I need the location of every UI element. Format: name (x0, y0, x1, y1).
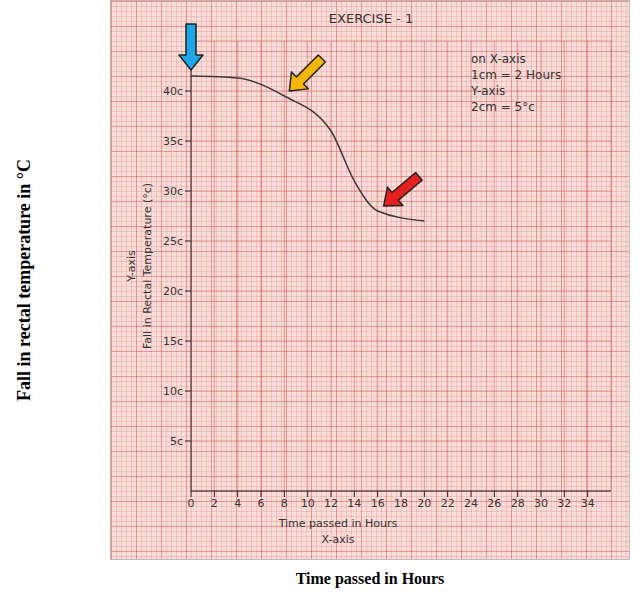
svg-text:20c: 20c (163, 285, 183, 298)
svg-text:35c: 35c (163, 135, 183, 148)
svg-text:2cm = 5°c: 2cm = 5°c (471, 100, 535, 114)
svg-text:4: 4 (234, 497, 241, 510)
svg-text:25c: 25c (163, 235, 183, 248)
svg-text:24: 24 (464, 497, 478, 510)
svg-text:8: 8 (281, 497, 288, 510)
svg-text:40c: 40c (163, 85, 183, 98)
svg-text:EXERCISE - 1: EXERCISE - 1 (329, 11, 413, 26)
svg-text:15c: 15c (163, 335, 183, 348)
svg-text:0: 0 (188, 497, 195, 510)
svg-text:on X-axis: on X-axis (471, 52, 526, 66)
svg-text:2: 2 (211, 497, 218, 510)
svg-text:30: 30 (534, 497, 548, 510)
svg-text:Y-axis: Y-axis (125, 250, 138, 283)
svg-text:Fall in Rectal Temperature (°c: Fall in Rectal Temperature (°c) (141, 183, 154, 349)
svg-text:20: 20 (417, 497, 431, 510)
svg-text:10c: 10c (163, 385, 183, 398)
svg-text:18: 18 (394, 497, 408, 510)
svg-text:5c: 5c (170, 435, 183, 448)
svg-text:X-axis: X-axis (322, 533, 355, 546)
svg-text:Y-axis: Y-axis (470, 84, 505, 98)
svg-text:30c: 30c (163, 185, 183, 198)
svg-text:16: 16 (371, 497, 385, 510)
svg-text:12: 12 (324, 497, 338, 510)
svg-text:1cm = 2 Hours: 1cm = 2 Hours (471, 68, 561, 82)
svg-text:Fall in rectal temperature in: Fall in rectal temperature in °C (14, 159, 34, 401)
svg-text:6: 6 (258, 497, 265, 510)
svg-text:Time passed in Hours: Time passed in Hours (296, 570, 445, 588)
svg-text:Time passed in Hours: Time passed in Hours (278, 517, 398, 530)
svg-text:26: 26 (487, 497, 501, 510)
svg-text:32: 32 (557, 497, 571, 510)
svg-text:28: 28 (511, 497, 525, 510)
svg-text:10: 10 (301, 497, 315, 510)
svg-text:34: 34 (581, 497, 595, 510)
svg-text:22: 22 (441, 497, 455, 510)
svg-text:14: 14 (347, 497, 361, 510)
